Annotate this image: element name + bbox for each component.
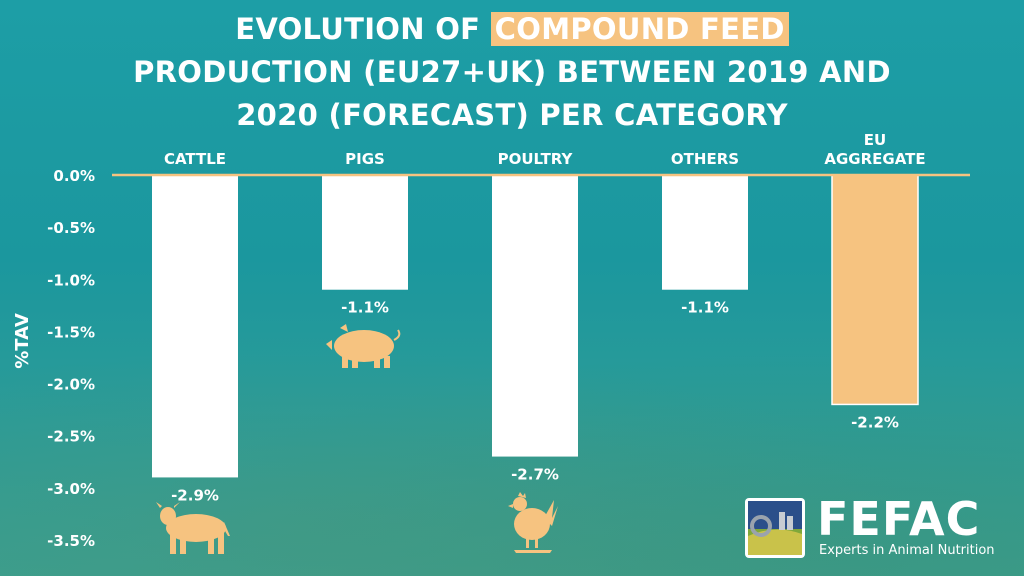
bar [322, 175, 408, 290]
bar [831, 174, 919, 406]
fefac-logo: FEFAC Experts in Animal Nutrition [745, 492, 1015, 562]
category-label: POULTRY [498, 150, 574, 168]
y-axis-label: %TAV [12, 313, 33, 369]
chart-title: EVOLUTION OF COMPOUND FEED PRODUCTION (E… [0, 8, 1024, 137]
fefac-logo-mark [745, 498, 805, 558]
y-tick-label: -3.5% [47, 532, 95, 550]
category-label: AGGREGATE [824, 150, 925, 168]
y-tick-label: -1.0% [47, 271, 95, 289]
category-label: OTHERS [671, 150, 739, 168]
value-label: -2.9% [171, 486, 219, 504]
fefac-logo-text: FEFAC [817, 492, 981, 546]
y-tick-label: -1.5% [47, 323, 95, 341]
category-label: CATTLE [164, 150, 226, 168]
title-line-1: EVOLUTION OF COMPOUND FEED [0, 8, 1024, 51]
bars [152, 174, 919, 478]
title-line-1-text: EVOLUTION OF [235, 12, 491, 46]
bar [492, 175, 578, 457]
y-tick-label: 0.0% [53, 167, 95, 185]
value-label: -2.7% [511, 466, 559, 484]
pig-icon [326, 324, 401, 368]
fefac-tagline: Experts in Animal Nutrition [819, 543, 995, 558]
y-tick-labels: 0.0% -0.5% -1.0% -1.5% -2.0% -2.5% -3.0% -3.5% [47, 167, 95, 550]
value-label: -2.2% [851, 413, 899, 431]
y-tick-label: -0.5% [47, 219, 95, 237]
y-tick-label: -3.0% [47, 480, 95, 498]
value-label: -1.1% [341, 299, 389, 317]
value-label: -1.1% [681, 299, 729, 317]
y-tick-label: -2.5% [47, 428, 95, 446]
bar [152, 175, 238, 478]
category-label: PIGS [345, 150, 385, 168]
title-line-3: 2020 (FORECAST) PER CATEGORY [236, 98, 788, 132]
category-label: EU [864, 131, 886, 149]
title-line-2: PRODUCTION (EU27+UK) BETWEEN 2019 AND [133, 55, 891, 89]
y-tick-label: -2.0% [47, 376, 95, 394]
value-labels: -2.9% -1.1% -2.7% -1.1% -2.2% [171, 299, 899, 505]
cow-icon [156, 502, 230, 554]
chicken-icon [508, 492, 558, 553]
bar [662, 175, 748, 290]
title-highlight: COMPOUND FEED [490, 12, 789, 46]
